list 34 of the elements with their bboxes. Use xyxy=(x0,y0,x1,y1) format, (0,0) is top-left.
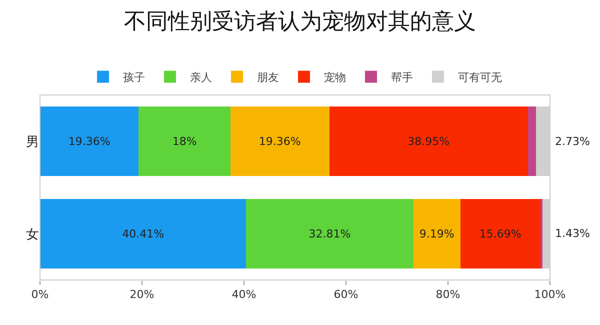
chart-title: 不同性别受访者认为宠物对其的意义 xyxy=(124,9,476,34)
bar xyxy=(40,106,139,176)
bar xyxy=(413,199,460,268)
y-tick-label: 女 xyxy=(26,227,39,242)
data-label: 19.36% xyxy=(68,134,110,148)
data-label: 38.95% xyxy=(408,134,450,148)
bar xyxy=(460,199,540,268)
x-tick-label: 100% xyxy=(534,288,566,302)
data-label: 15.69% xyxy=(479,227,522,240)
legend-label: 亲人 xyxy=(190,71,212,84)
x-tick-label: 80% xyxy=(436,288,460,302)
bar xyxy=(230,106,330,176)
legend-label: 孩子 xyxy=(123,71,145,84)
data-label: 19.36% xyxy=(258,134,301,148)
bar xyxy=(138,106,231,176)
x-tick-label: 40% xyxy=(232,288,256,302)
x-tick-label: 60% xyxy=(334,288,358,302)
data-label: 9.19% xyxy=(419,227,454,240)
legend-label: 朋友 xyxy=(257,71,279,84)
bar xyxy=(40,199,246,268)
legend-label: 帮手 xyxy=(391,71,413,84)
bar xyxy=(528,106,536,176)
x-tick-label: 20% xyxy=(130,288,154,302)
legend-label: 宠物 xyxy=(324,71,346,84)
bar xyxy=(246,199,414,268)
legend-label: 可有可无 xyxy=(458,71,502,84)
data-label: 40.41% xyxy=(122,227,164,240)
data-label: 1.43% xyxy=(555,227,590,240)
data-label: 2.73% xyxy=(555,135,590,148)
bar xyxy=(329,106,528,176)
y-tick-label: 男 xyxy=(26,134,39,150)
x-tick-label: 0% xyxy=(31,288,49,302)
data-label: 32.81% xyxy=(308,227,351,240)
data-label: 18% xyxy=(172,134,197,148)
